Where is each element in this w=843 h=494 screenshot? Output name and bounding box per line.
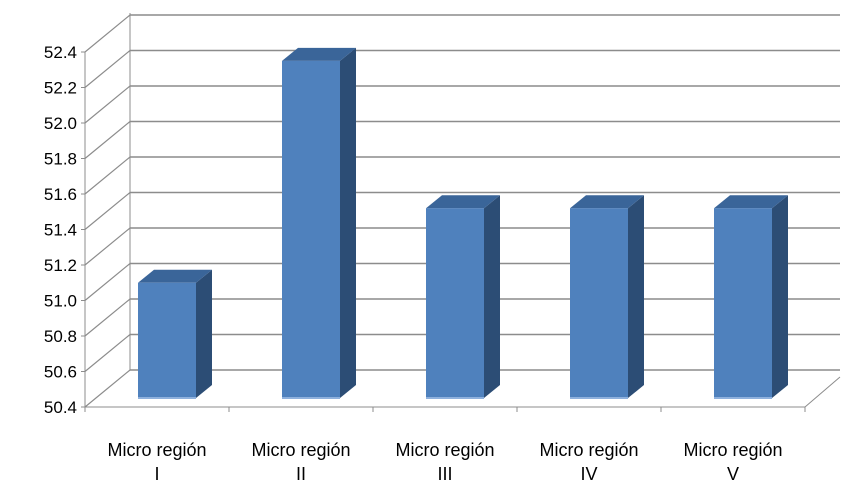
- y-tick-label: 51.2: [44, 256, 77, 275]
- x-tick-label-line: IV: [580, 464, 597, 484]
- gridline-wall: [84, 85, 131, 124]
- x-tick-label: Micro región I: [107, 440, 206, 484]
- x-tick-label: Micro región IV: [539, 440, 638, 484]
- x-tick-label-line: I: [154, 464, 159, 484]
- x-tick-label-line: Micro región: [251, 440, 350, 460]
- bar-side: [628, 195, 644, 398]
- x-tick-label-line: II: [296, 464, 306, 484]
- y-tick-label: 52.2: [44, 79, 77, 98]
- bar-1: [138, 269, 212, 399]
- y-tick-label: 51.8: [44, 150, 77, 169]
- bar-top: [714, 195, 788, 209]
- gridline-wall: [84, 227, 131, 266]
- x-tick-label-line: Micro región: [539, 440, 638, 460]
- y-tick-label: 51.6: [44, 185, 77, 204]
- bar-4: [570, 195, 644, 399]
- bar-side: [340, 47, 356, 398]
- bar-top: [138, 269, 212, 283]
- x-tick-label: Micro región V: [683, 440, 782, 484]
- x-tick-label-line: V: [727, 464, 739, 484]
- y-tick-label: 50.6: [44, 363, 77, 382]
- bar-top: [570, 195, 644, 209]
- bar-2: [282, 47, 356, 399]
- gridline-wall: [84, 192, 131, 230]
- y-tick-label: 52.4: [44, 43, 77, 62]
- gridline-wall: [84, 156, 131, 195]
- x-tick-label-line: III: [437, 464, 452, 484]
- bar: [570, 208, 628, 398]
- bar-side: [484, 195, 500, 398]
- x-tick-label-line: Micro región: [683, 440, 782, 460]
- gridline-wall: [84, 298, 131, 337]
- x-tick-label: Micro región III: [395, 440, 494, 484]
- bar: [714, 208, 772, 398]
- bar-5: [714, 195, 788, 399]
- y-tick-label: 50.8: [44, 327, 77, 346]
- gridline-wall: [84, 50, 131, 88]
- y-tick-label: 50.4: [44, 398, 77, 417]
- x-tick-label-line: Micro región: [107, 440, 206, 460]
- x-tick-label: Micro región II: [251, 440, 350, 484]
- gridline-wall: [84, 263, 131, 301]
- y-tick-label: 52.0: [44, 114, 77, 133]
- y-tick-label: 51.4: [44, 221, 77, 240]
- x-axis-tick-labels: Micro región I Micro región II Micro región I…: [107, 440, 782, 484]
- bar-3: [426, 195, 500, 399]
- bar-top: [282, 47, 356, 61]
- gridline-wall: [84, 121, 131, 159]
- gridline-wall: [84, 369, 131, 408]
- gridline-wall: [84, 14, 131, 53]
- gridline-wall: [84, 334, 131, 372]
- bar-top: [426, 195, 500, 209]
- y-tick-label: 51.0: [44, 292, 77, 311]
- y-axis-tick-labels: 50.4 50.6 50.8 51.0 51.2 51.4 51.6 51.8 52.0 52.2…: [44, 43, 77, 417]
- bar: [138, 282, 196, 398]
- x-tick-label-line: Micro región: [395, 440, 494, 460]
- bar: [426, 208, 484, 398]
- bar: [282, 60, 340, 398]
- bar-side: [196, 269, 212, 398]
- bar-side: [772, 195, 788, 398]
- bars: [138, 47, 788, 399]
